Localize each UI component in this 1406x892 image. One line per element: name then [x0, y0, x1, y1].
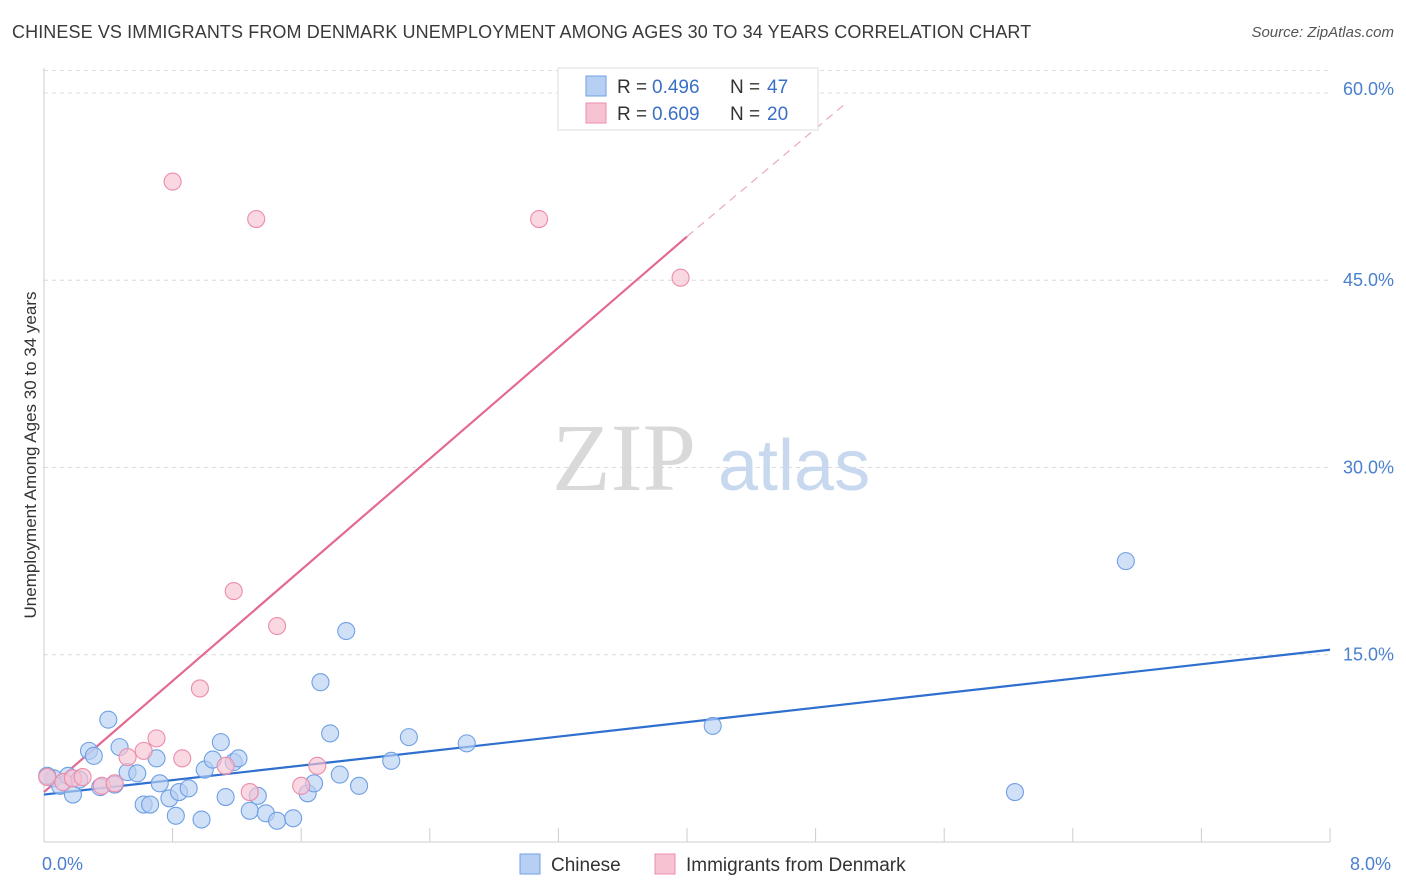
- point-chinese-16: [150, 774, 169, 793]
- point-denmark-0: [38, 768, 57, 787]
- legend-swatch-denmark: [585, 102, 607, 124]
- point-chinese-44: [1005, 783, 1024, 802]
- legend-n-label-denmark: N =: [730, 104, 760, 125]
- trend-extension-denmark: [686, 101, 849, 237]
- point-chinese-6: [84, 746, 103, 765]
- point-denmark-12: [216, 756, 235, 775]
- point-denmark-7: [134, 741, 153, 760]
- point-denmark-3: [73, 768, 92, 787]
- point-chinese-18: [166, 806, 185, 825]
- legend-r-value-denmark: 0.609: [652, 104, 700, 125]
- point-denmark-6: [118, 748, 137, 767]
- legend-n-value-denmark: 20: [767, 104, 788, 125]
- point-chinese-42: [457, 734, 476, 753]
- trend-lines: [43, 101, 1331, 796]
- point-chinese-45: [1116, 552, 1135, 571]
- point-chinese-14: [141, 795, 160, 814]
- bottom-legend-swatch-chinese: [519, 853, 541, 875]
- legend-box: R = 0.496 N = 47 R = 0.609 N = 20: [557, 67, 819, 131]
- point-chinese-24: [211, 733, 230, 752]
- trend-line-denmark: [43, 235, 688, 793]
- point-chinese-20: [179, 779, 198, 798]
- point-chinese-21: [192, 810, 211, 829]
- point-chinese-41: [399, 728, 418, 747]
- point-denmark-5: [105, 774, 124, 793]
- point-denmark-15: [247, 210, 266, 229]
- legend-r-label-denmark: R =: [617, 104, 647, 125]
- point-denmark-20: [671, 268, 690, 287]
- legend-swatch-chinese: [585, 75, 607, 97]
- bottom-legend-label-denmark: Immigrants from Denmark: [686, 855, 906, 876]
- trend-line-chinese: [43, 648, 1331, 796]
- data-points: [38, 172, 1135, 830]
- grid-lines: [44, 69, 1330, 656]
- bottom-legend: Chinese Immigrants from Denmark: [519, 853, 906, 876]
- point-chinese-39: [350, 776, 369, 795]
- point-denmark-11: [190, 679, 209, 698]
- chart-source: Source: ZipAtlas.com: [1251, 24, 1394, 41]
- point-chinese-12: [128, 764, 147, 783]
- y-tick-labels: 15.0% 30.0% 45.0% 60.0%: [1343, 79, 1394, 665]
- point-denmark-19: [530, 210, 549, 229]
- point-denmark-13: [224, 582, 243, 601]
- y-tick-label: 45.0%: [1343, 270, 1394, 290]
- point-denmark-17: [292, 776, 311, 795]
- legend-r-value-chinese: 0.496: [652, 77, 700, 98]
- watermark-atlas: atlas: [718, 426, 870, 506]
- point-chinese-25: [216, 788, 235, 807]
- point-denmark-14: [240, 783, 259, 802]
- bottom-legend-swatch-denmark: [654, 853, 676, 875]
- legend-n-label-chinese: N =: [730, 77, 760, 98]
- legend-n-value-chinese: 47: [767, 77, 788, 98]
- x-tick-label-min: 0.0%: [42, 854, 83, 874]
- point-chinese-37: [330, 765, 349, 784]
- x-tick-marks: [172, 828, 1331, 842]
- watermark-zip: ZIP: [552, 404, 696, 511]
- point-chinese-38: [337, 621, 356, 641]
- point-chinese-32: [284, 809, 303, 828]
- point-chinese-43: [703, 716, 722, 735]
- point-denmark-16: [268, 616, 287, 636]
- y-tick-label: 30.0%: [1343, 457, 1394, 477]
- point-denmark-8: [147, 729, 166, 748]
- point-chinese-31: [268, 811, 287, 830]
- y-tick-label: 15.0%: [1343, 645, 1394, 665]
- point-denmark-10: [173, 749, 192, 768]
- point-chinese-28: [240, 801, 259, 820]
- legend-r-label-chinese: R =: [617, 77, 647, 98]
- point-chinese-8: [99, 710, 118, 729]
- y-tick-label: 60.0%: [1343, 79, 1394, 99]
- y-axis-label: Unemployment Among Ages 30 to 34 years: [21, 292, 40, 619]
- bottom-legend-label-chinese: Chinese: [551, 855, 621, 876]
- x-tick-label-max: 8.0%: [1350, 854, 1391, 874]
- point-chinese-40: [382, 751, 401, 770]
- chart-title: CHINESE VS IMMIGRANTS FROM DENMARK UNEMP…: [12, 22, 1032, 42]
- point-denmark-18: [308, 756, 327, 775]
- point-chinese-35: [311, 673, 330, 692]
- point-chinese-36: [321, 724, 340, 743]
- point-denmark-9: [163, 172, 182, 191]
